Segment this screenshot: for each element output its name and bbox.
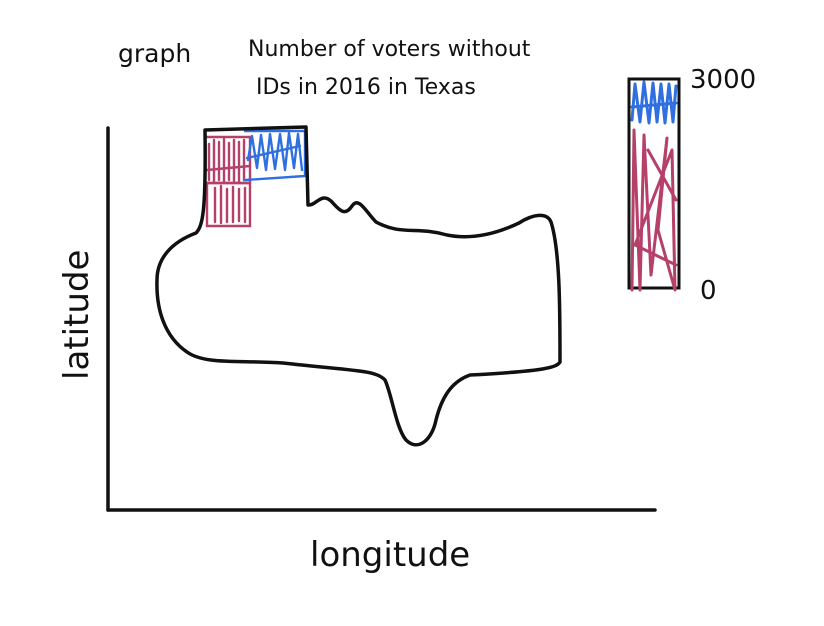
x-axis-label: longitude: [310, 535, 470, 575]
legend-frame: [627, 77, 681, 290]
axes: [106, 126, 657, 512]
panhandle-high-scribble-block: [243, 129, 307, 182]
legend-low-scribble: [630, 128, 678, 292]
legend-min-label: 0: [700, 276, 717, 306]
chart-title-line-1: Number of voters without: [248, 37, 531, 62]
legend-high-scribble: [630, 80, 678, 125]
panhandle-low-scribble-block: [203, 135, 252, 228]
texas-outline: [155, 125, 562, 447]
sketch-label: graph: [118, 39, 191, 68]
legend-color-bar: [627, 77, 681, 292]
y-axis-label: latitude: [57, 250, 97, 380]
legend-max-label: 3000: [690, 65, 756, 95]
chart-title-line-2: IDs in 2016 in Texas: [256, 75, 476, 100]
